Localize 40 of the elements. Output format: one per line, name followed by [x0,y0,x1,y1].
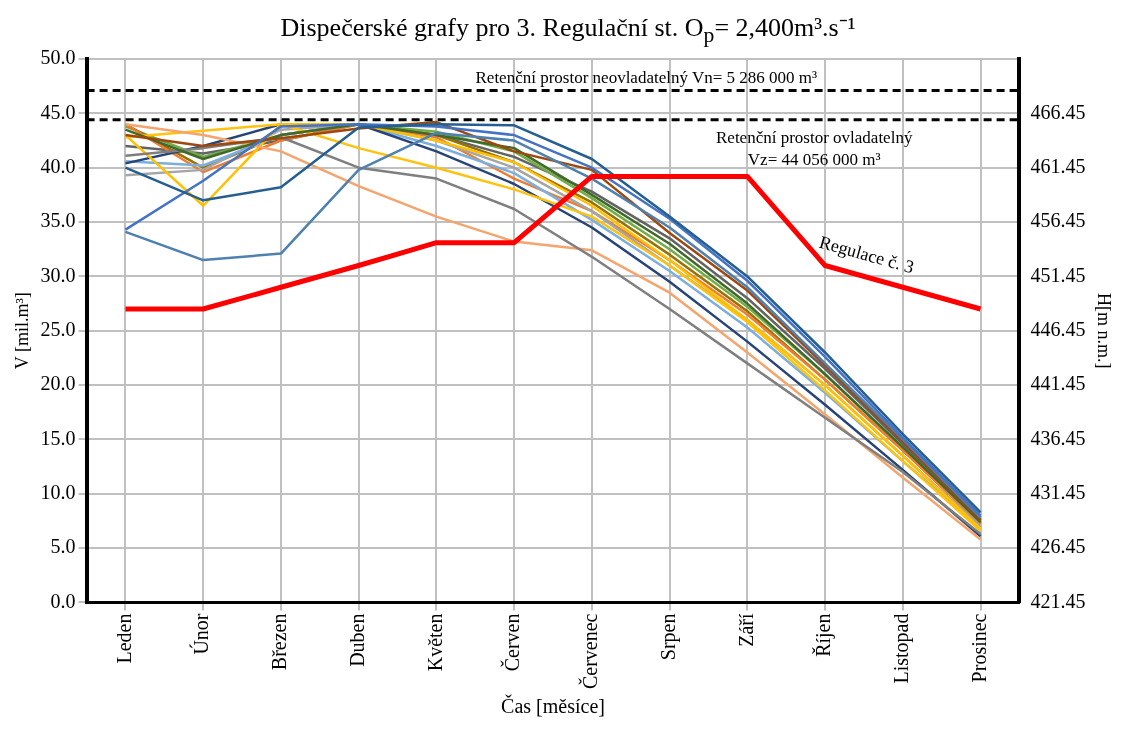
chart-title: Dispečerské grafy pro 3. Regulační st. O$_{p}$= 2,400m³.s⁻¹ [279,12,857,48]
y-tick-label: 15.0 [40,426,76,449]
x-tick-label: Duben [345,613,368,667]
y2-tick-label: 441.45 [1030,372,1086,395]
x-tick-label: Květen [423,613,446,672]
y-tick-label: 45.0 [40,100,76,123]
x-tick-label: Únor [189,613,213,655]
y-axis-title: V [mil.m³] [11,292,32,370]
y-tick-label: 30.0 [40,263,76,286]
y-tick-label: 50.0 [40,46,76,69]
x-tick-label: Březen [268,613,291,671]
y2-axis-title: H[m n.m.] [1094,293,1115,369]
y2-tick-label: 461.45 [1030,154,1086,177]
annotation: Retenční prostor ovladatelný Vz= 44 056 000 m³ [715,127,913,169]
y2-tick-label: 421.45 [1030,589,1086,612]
x-tick-label: Srpen [656,613,680,661]
y2-tick-label: 466.45 [1030,100,1086,123]
y-tick-label: 35.0 [40,209,76,232]
x-tick-label: Prosinec [967,613,990,683]
x-tick-label: Říjen [812,613,836,657]
y-tick-label: 5.0 [50,535,76,558]
x-tick-label: Září [734,613,757,647]
y2-tick-label: 446.45 [1030,318,1086,340]
text: Regulace č. 3 [817,231,917,278]
annotation: Retenční prostor neovladatelný Vn= 5 286 000 m³ [475,68,818,88]
y2-tick-label: 456.45 [1030,209,1086,232]
y-tick-label: 25.0 [40,318,76,340]
y2-tick-label: 426.45 [1030,535,1086,558]
y-tick-label: 20.0 [40,372,76,395]
y2-tick-label: 431.45 [1030,481,1086,504]
y-tick-label: 40.0 [40,154,76,177]
x-tick-label: Červen [500,613,524,672]
y-tick-label: 0.0 [50,589,76,612]
x-axis-title: Čas [měsíce] [501,694,605,718]
y-tick-label: 10.0 [40,481,76,504]
y2-tick-label: 436.45 [1030,426,1086,449]
x-tick-label: Červenec [578,613,602,690]
x-tick-label: Leden [112,613,135,664]
y2-tick-label: 451.45 [1030,263,1086,286]
x-tick-label: Listopad [890,613,914,684]
